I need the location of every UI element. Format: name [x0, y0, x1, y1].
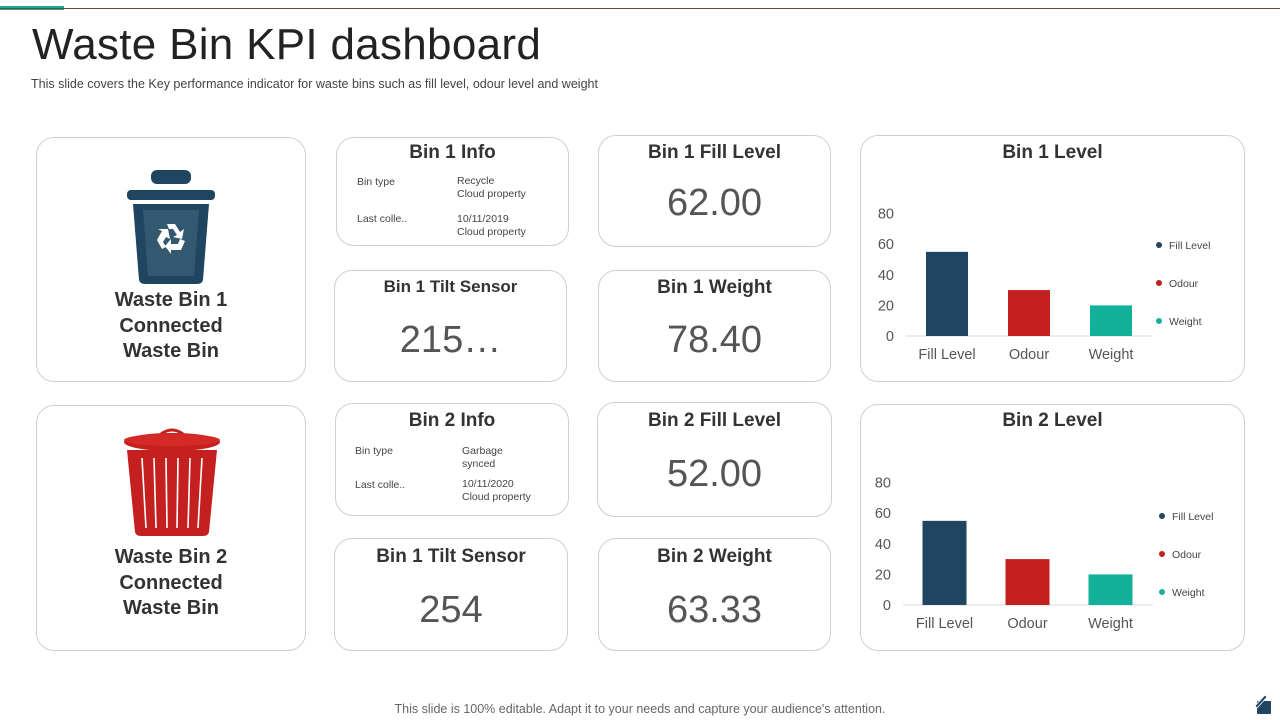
- bin2-tilt-card[interactable]: Bin 1 Tilt Sensor 254: [334, 538, 568, 651]
- bin2-name-line-2: Connected: [119, 571, 223, 594]
- bin2-level-chart-title: Bin 2 Level: [1002, 410, 1103, 431]
- bin1-name-line-3: Waste Bin: [123, 340, 219, 362]
- bin2-info-value-last: 10/11/2020 Cloud property: [462, 478, 531, 504]
- bin1-tilt-card[interactable]: Bin 1 Tilt Sensor 215…: [334, 270, 567, 382]
- bar-fill-level: [926, 251, 968, 336]
- bin1-tilt-title: Bin 1 Tilt Sensor: [383, 277, 518, 296]
- bin2-info-label-type: Bin type: [355, 445, 393, 457]
- x-tick-label: Odour: [1009, 347, 1049, 363]
- x-tick-label: Weight: [1088, 616, 1133, 632]
- bar-weight: [1090, 305, 1132, 336]
- bin1-info-label-last: Last colle..: [357, 213, 408, 225]
- bin1-weight-value: 78.40: [666, 319, 763, 361]
- bin2-info-value-last-line-2: Cloud property: [462, 491, 531, 503]
- y-tick-label: 80: [875, 476, 891, 492]
- bin1-info-value-last: 10/11/2019 Cloud property: [457, 213, 526, 239]
- bin2-level-chart-card[interactable]: Bin 2 Level 0 20 40 60 80 Fill Level Odour Weig…: [860, 404, 1245, 651]
- bin2-weight-title: Bin 2 Weight: [657, 546, 772, 567]
- bin2-info-card[interactable]: Bin 2 Info Bin type Garbage synced Last …: [335, 403, 569, 516]
- bin2-info-value-last-line-1: 10/11/2020: [462, 478, 514, 490]
- y-tick-label: 60: [875, 506, 891, 522]
- bin2-info-value-type: Garbage synced: [462, 445, 503, 471]
- bin1-info-card[interactable]: Bin 1 Info Bin type Recycle Cloud proper…: [336, 137, 569, 246]
- bin1-weight-card[interactable]: Bin 1 Weight 78.40: [598, 270, 831, 382]
- recycle-bin-icon: [127, 170, 215, 284]
- bin2-info-title: Bin 2 Info: [408, 410, 496, 431]
- bin2-name-line-3: Waste Bin: [123, 597, 219, 619]
- bin1-info-label-type: Bin type: [357, 176, 395, 188]
- bin2-info-value-type-line-1: Garbage: [462, 445, 503, 457]
- bin2-name-line-1: Waste Bin 2: [114, 546, 228, 568]
- bin1-fill-value: 62.00: [666, 182, 763, 224]
- legend-marker-odour: [1156, 280, 1162, 286]
- y-tick-label: 0: [883, 598, 891, 614]
- bin2-fill-title: Bin 2 Fill Level: [647, 410, 782, 431]
- y-tick-label: 40: [878, 268, 894, 284]
- bin1-weight-title: Bin 1 Weight: [657, 277, 772, 298]
- legend-label: Weight: [1169, 316, 1202, 328]
- legend-marker-odour: [1159, 551, 1165, 557]
- legend-marker-weight: [1159, 589, 1165, 595]
- bin1-name-line-2: Connected: [119, 314, 223, 337]
- legend-label: Odour: [1172, 549, 1202, 561]
- x-tick-label: Odour: [1007, 616, 1047, 632]
- bin1-fill-card[interactable]: Bin 1 Fill Level 62.00: [598, 135, 831, 247]
- bar-weight: [1088, 574, 1133, 605]
- bin2-weight-card[interactable]: Bin 2 Weight 63.33: [598, 538, 831, 651]
- bin2-level-chart: 0 20 40 60 80 Fill Level Odour Weight Fill Level…: [875, 476, 1214, 632]
- bin1-info-value-type: Recycle Cloud property: [457, 175, 526, 201]
- legend-label: Odour: [1169, 278, 1199, 290]
- y-tick-label: 80: [878, 207, 894, 223]
- bin2-fill-value: 52.00: [666, 453, 763, 495]
- legend-marker-weight: [1156, 318, 1162, 324]
- x-tick-label: Weight: [1089, 347, 1134, 363]
- bin1-info-value-last-line-1: 10/11/2019: [457, 213, 509, 225]
- bin1-tilt-value: 215…: [399, 319, 502, 361]
- legend-label: Fill Level: [1169, 240, 1210, 252]
- bin1-name-line-1: Waste Bin 1: [114, 289, 228, 311]
- bin1-level-chart-card[interactable]: Bin 1 Level 0 20 40 60 80 Fill Level Odour Weig…: [860, 135, 1245, 382]
- footer-note: This slide is 100% editable. Adapt it to…: [394, 702, 886, 716]
- bin2-tilt-value: 254: [419, 589, 483, 631]
- y-tick-label: 40: [875, 537, 891, 553]
- bin1-level-chart: 0 20 40 60 80 Fill Level Odour Weight Fill Level…: [878, 207, 1211, 363]
- bin1-info-value-last-line-2: Cloud property: [457, 226, 526, 238]
- y-tick-label: 60: [878, 237, 894, 253]
- bin1-fill-title: Bin 1 Fill Level: [647, 142, 782, 163]
- legend-marker-fill-level: [1159, 513, 1165, 519]
- legend-label: Fill Level: [1172, 511, 1213, 523]
- bin2-info-label-last: Last colle..: [355, 479, 406, 491]
- bin1-info-value-type-line-1: Recycle: [457, 175, 495, 187]
- bin1-info-title: Bin 1 Info: [409, 142, 496, 163]
- x-tick-label: Fill Level: [918, 347, 975, 363]
- bin2-card[interactable]: Waste Bin 2 Connected Waste Bin: [36, 405, 306, 651]
- bin2-fill-card[interactable]: Bin 2 Fill Level 52.00: [597, 402, 832, 517]
- x-tick-label: Fill Level: [916, 616, 973, 632]
- bar-odour: [1005, 559, 1050, 605]
- bin1-card[interactable]: Waste Bin 1 Connected Waste Bin: [36, 137, 306, 382]
- bar-odour: [1008, 290, 1050, 336]
- bin1-name: Waste Bin 1 Connected Waste Bin: [37, 288, 305, 365]
- legend-marker-fill-level: [1156, 242, 1162, 248]
- trash-can-icon: [124, 428, 220, 536]
- bar-fill-level: [922, 520, 967, 605]
- page-title: Waste Bin KPI dashboard: [32, 20, 542, 69]
- bin1-level-chart-title: Bin 1 Level: [1002, 142, 1103, 163]
- y-tick-label: 20: [875, 567, 891, 583]
- y-tick-label: 20: [878, 298, 894, 314]
- top-divider: [0, 8, 1280, 9]
- bin1-info-value-type-line-2: Cloud property: [457, 188, 526, 200]
- bin2-info-value-type-line-2: synced: [462, 458, 496, 470]
- bin2-weight-value: 63.33: [666, 589, 763, 631]
- legend-label: Weight: [1172, 587, 1205, 599]
- page-subtitle: This slide covers the Key performance in…: [31, 77, 598, 91]
- edit-icon[interactable]: [1252, 693, 1274, 715]
- y-tick-label: 0: [886, 329, 894, 345]
- bin2-tilt-title: Bin 1 Tilt Sensor: [376, 546, 526, 567]
- bin2-name: Waste Bin 2 Connected Waste Bin: [37, 545, 305, 622]
